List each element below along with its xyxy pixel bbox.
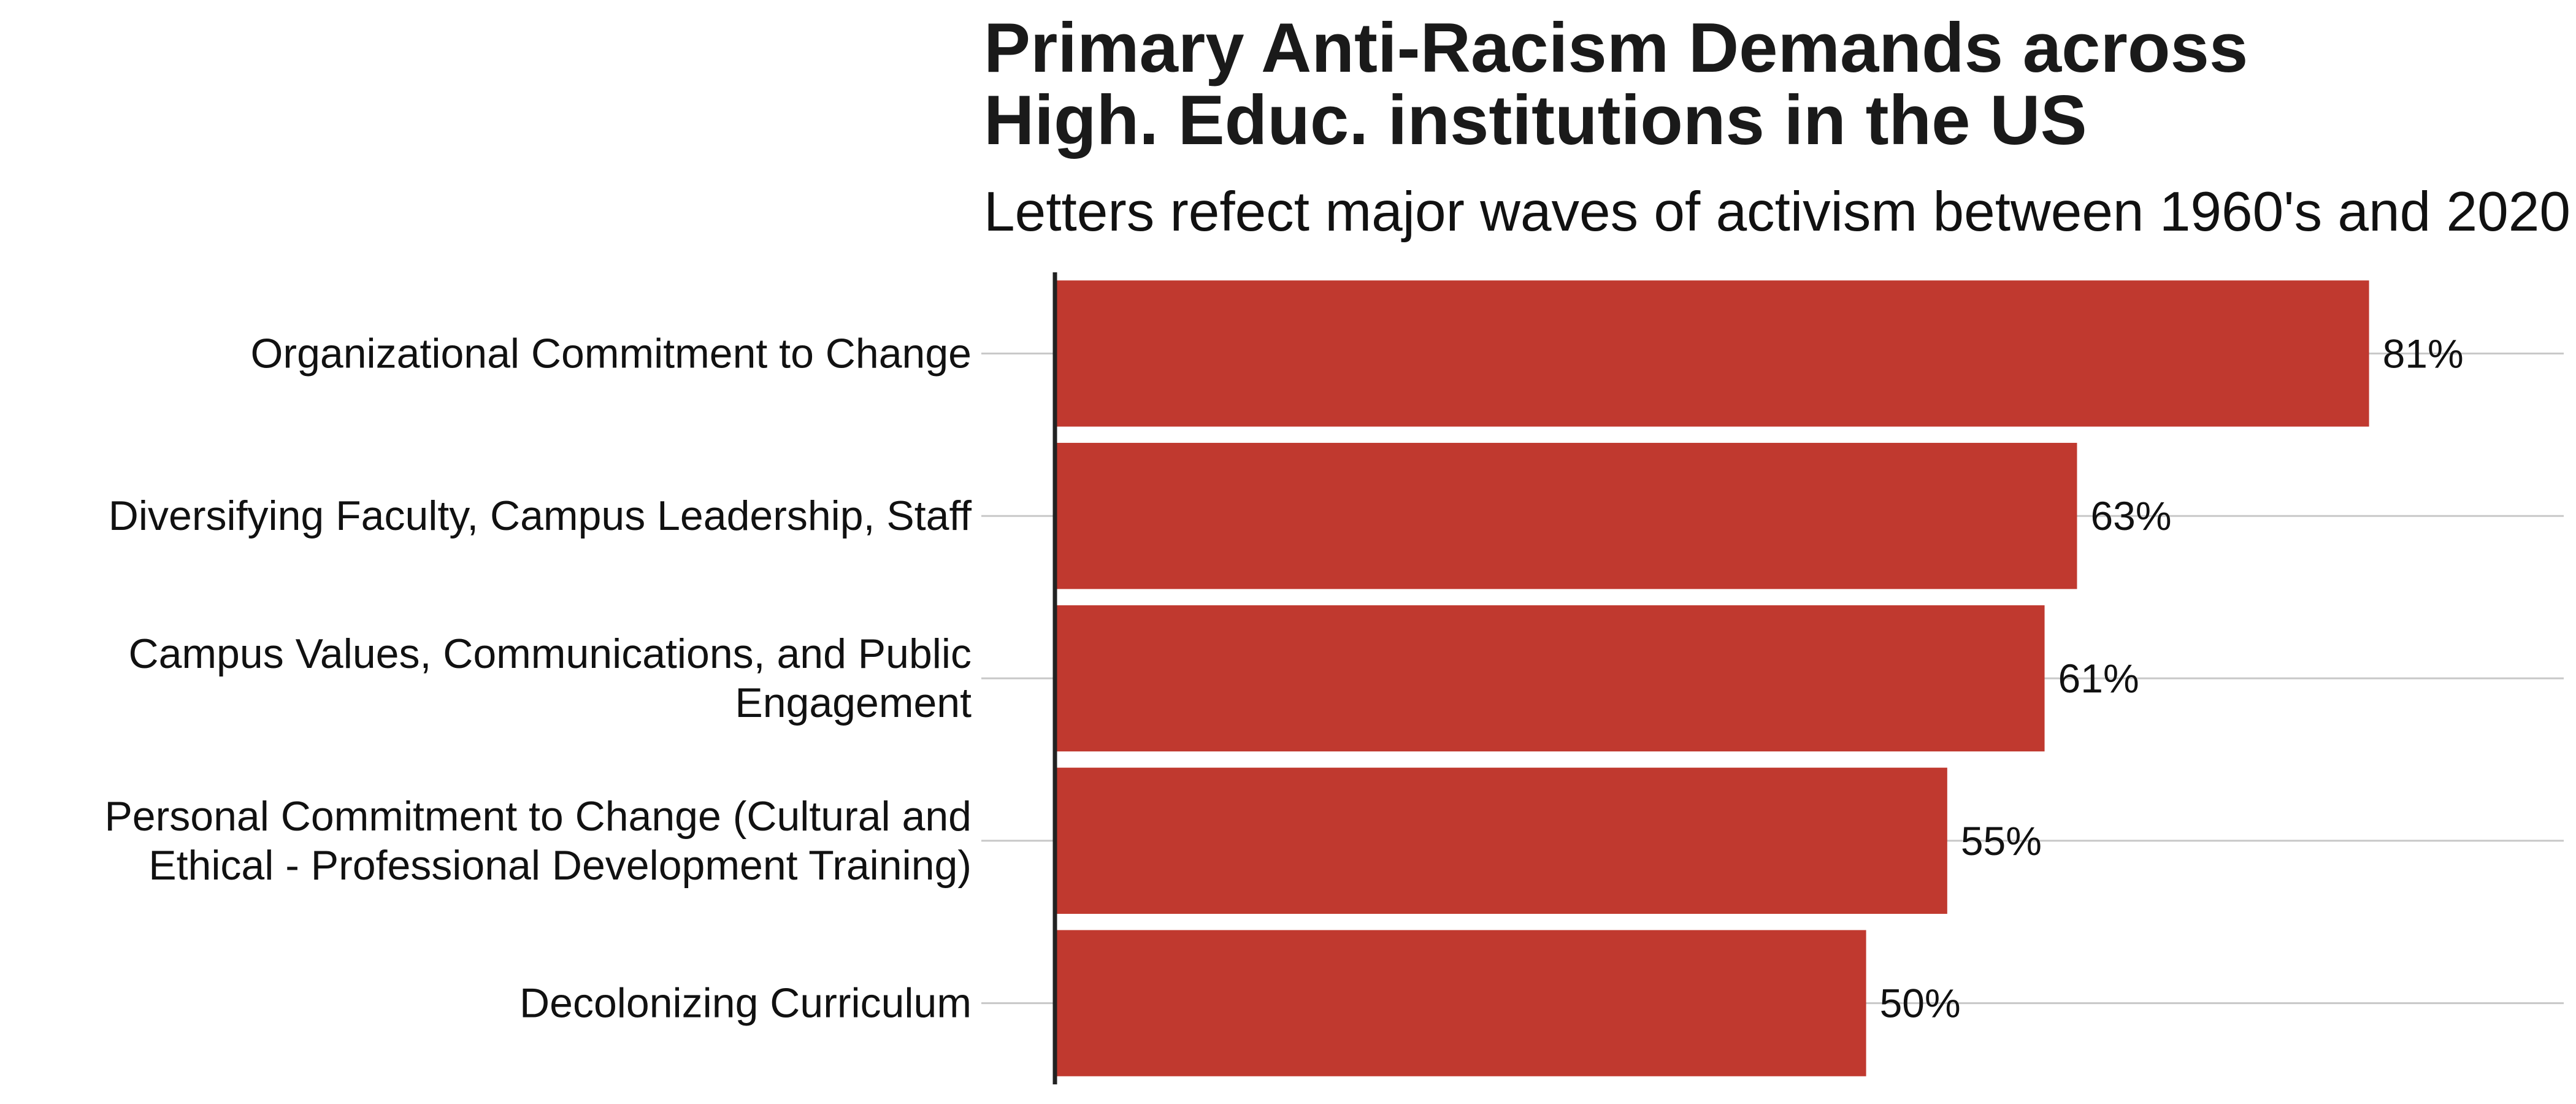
- chart-title-line-1: Primary Anti-Racism Demands across: [984, 9, 2248, 87]
- bar: [1055, 767, 1947, 914]
- category-label: Ethical - Professional Development Train…: [148, 842, 972, 889]
- chart-subtitle: Letters refect major waves of activism b…: [984, 181, 2570, 243]
- chart-title-line-2: High. Educ. institutions in the US: [984, 82, 2087, 159]
- bar: [1055, 280, 2369, 427]
- value-label: 63%: [2090, 493, 2171, 539]
- value-label: 50%: [1880, 981, 1961, 1026]
- value-label: 81%: [2383, 331, 2464, 376]
- bars: [1055, 280, 2369, 1076]
- category-label: Organizational Commitment to Change: [251, 330, 972, 377]
- category-labels: Organizational Commitment to Change Diver…: [104, 330, 972, 1026]
- bar: [1055, 443, 2077, 589]
- bar: [1055, 930, 1866, 1076]
- value-label: 61%: [2058, 656, 2139, 701]
- category-label: Engagement: [735, 680, 972, 726]
- bar: [1055, 605, 2045, 752]
- category-label: Diversifying Faculty, Campus Leadership,…: [109, 493, 972, 539]
- category-label: Campus Values, Communications, and Publi…: [128, 631, 972, 677]
- value-labels: 81% 63% 61% 55% 50%: [1880, 331, 2464, 1025]
- category-label: Decolonizing Curriculum: [519, 980, 972, 1027]
- category-label: Personal Commitment to Change (Cultural …: [104, 793, 972, 840]
- value-label: 55%: [1961, 818, 2042, 864]
